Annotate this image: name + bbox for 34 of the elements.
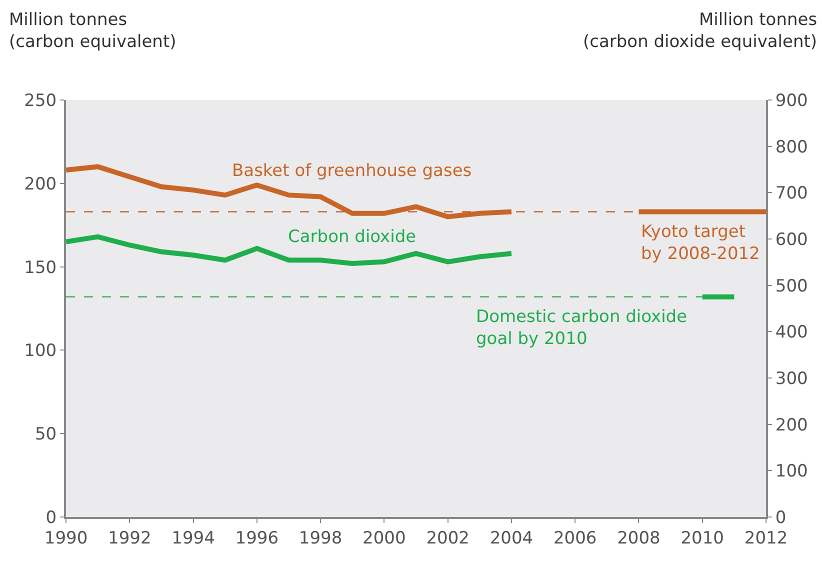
y2-tick-label: 300 [775, 368, 808, 389]
y-tick-label: 200 [24, 174, 57, 194]
x-tick-label: 2000 [362, 528, 406, 548]
y2-tick-label: 900 [775, 90, 808, 111]
x-tick-label: 2002 [426, 528, 470, 548]
y-tick-label: 250 [24, 90, 57, 111]
series-label: Domestic carbon dioxide goal by 2010 [476, 307, 688, 350]
y-tick-label: 100 [24, 341, 57, 362]
x-tick-label: 1994 [172, 528, 215, 548]
x-tick-label: 1992 [108, 528, 152, 548]
y2-tick-label: 100 [775, 462, 808, 482]
x-tick-label: 2004 [490, 528, 534, 548]
x-tick-label: 1996 [235, 528, 279, 548]
y-tick-label: 150 [24, 258, 57, 278]
x-tick-label: 2010 [680, 528, 724, 548]
y2-tick-label: 500 [775, 276, 808, 296]
x-tick-label: 1990 [44, 528, 88, 548]
y2-axis-title: Million tonnes (carbon dioxide equivalent) [583, 10, 818, 52]
y2-tick-label: 700 [775, 184, 808, 204]
x-tick-label: 2006 [553, 528, 597, 548]
y2-tick-label: 600 [775, 230, 808, 250]
x-tick-label: 2008 [617, 528, 660, 548]
y2-tick-label: 800 [775, 137, 808, 158]
series-label: Basket of greenhouse gases [232, 161, 472, 181]
y2-tick-label: 200 [775, 415, 808, 436]
y2-tick-label: 400 [775, 322, 808, 343]
y-tick-label: 50 [34, 424, 57, 445]
x-tick-label: 2012 [744, 528, 788, 548]
y-axis-title: Million tonnes (carbon equivalent) [9, 10, 176, 52]
x-tick-label: 1998 [298, 528, 342, 548]
series-label: Carbon dioxide [288, 227, 416, 247]
series-label: Kyoto target by 2008-2012 [641, 222, 760, 264]
y2-tick-label: 0 [775, 508, 786, 528]
y-tick-label: 0 [46, 508, 57, 528]
